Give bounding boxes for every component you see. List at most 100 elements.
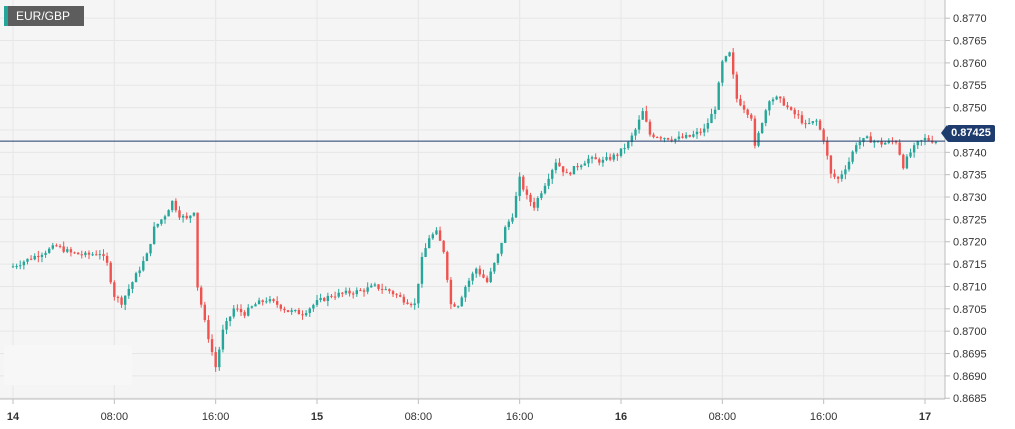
candle-body: [319, 298, 322, 301]
candle-body: [605, 157, 608, 160]
candle-body: [301, 314, 304, 316]
candle-body: [634, 129, 637, 136]
candle: [275, 296, 279, 308]
candle: [373, 282, 377, 287]
candle-body: [927, 137, 930, 141]
candle: [692, 130, 695, 138]
candle: [326, 292, 330, 307]
candle: [522, 175, 525, 192]
candle: [630, 132, 634, 147]
y-tick-label: 0.8735: [953, 170, 987, 182]
candle-body: [482, 274, 485, 278]
candle: [98, 250, 102, 260]
candle: [210, 334, 214, 356]
candle: [637, 115, 641, 134]
candle: [120, 295, 123, 308]
candle: [540, 190, 543, 201]
candle: [782, 96, 786, 107]
candle: [605, 152, 608, 162]
grid-layer: [0, 0, 945, 399]
candle: [583, 160, 587, 166]
candle: [301, 310, 304, 320]
candle: [482, 269, 485, 279]
symbol-label[interactable]: EUR/GBP: [4, 6, 84, 26]
candle: [551, 168, 554, 184]
candle: [427, 234, 431, 249]
candle: [69, 247, 73, 257]
candle: [779, 96, 782, 103]
candle: [189, 215, 192, 223]
candle: [127, 284, 131, 299]
candle-body: [87, 252, 91, 255]
candle-body: [536, 198, 539, 208]
candle: [11, 263, 15, 268]
candle-body: [880, 140, 883, 145]
candle: [47, 247, 51, 254]
candle-body: [692, 134, 695, 137]
candle: [569, 171, 572, 176]
candle-body: [493, 262, 496, 272]
candle: [525, 185, 529, 200]
y-tick-label: 0.8725: [953, 214, 987, 226]
candle: [493, 262, 496, 274]
candle: [388, 288, 391, 294]
candle-body: [232, 308, 235, 317]
candle: [214, 346, 217, 372]
candle: [351, 291, 355, 299]
candle: [149, 243, 152, 257]
candle: [15, 263, 18, 270]
candle: [178, 206, 181, 220]
candle: [236, 304, 239, 312]
candle: [55, 243, 58, 247]
candle: [167, 209, 170, 217]
candle: [73, 251, 76, 254]
candle-body: [645, 111, 648, 122]
candle-body: [724, 56, 728, 62]
candle-body: [47, 248, 51, 253]
candle-body: [435, 230, 438, 235]
x-tick-label: 16:00: [810, 411, 838, 423]
y-tick-label: 0.8770: [953, 13, 987, 25]
candle: [659, 135, 663, 142]
candle: [543, 183, 547, 195]
candle: [587, 154, 590, 168]
candle: [44, 250, 47, 258]
candle-body: [898, 142, 901, 155]
candle-body: [438, 230, 442, 241]
candle-body: [655, 137, 659, 139]
candle: [554, 158, 558, 174]
candle-body: [442, 240, 445, 253]
candle-body: [91, 254, 94, 256]
candle-body: [326, 295, 330, 301]
candle-body: [822, 129, 825, 141]
x-tick-label: 17: [919, 411, 931, 423]
candle-body: [916, 141, 919, 146]
candle-body: [612, 154, 615, 160]
candle-body: [579, 165, 583, 168]
candle: [815, 118, 818, 126]
y-tick-label: 0.8700: [953, 326, 987, 338]
candle-body: [55, 245, 58, 247]
candle-body: [120, 297, 123, 305]
candle: [710, 108, 713, 124]
candle-body: [297, 310, 301, 315]
candle-body: [19, 265, 22, 267]
candle-body: [786, 105, 789, 108]
candle-body: [160, 219, 163, 224]
candle: [529, 192, 532, 207]
candle: [909, 148, 912, 159]
candle-body: [362, 290, 366, 292]
candle: [196, 212, 199, 291]
candle: [652, 132, 655, 139]
candle-body: [532, 201, 536, 208]
candle-layer: [11, 48, 938, 372]
candle: [536, 196, 539, 212]
candle: [66, 246, 69, 254]
candle-body: [782, 98, 786, 106]
candle: [760, 122, 764, 134]
candle: [225, 317, 228, 335]
candle-body: [330, 295, 333, 297]
candle: [464, 285, 467, 302]
candle: [417, 283, 420, 308]
